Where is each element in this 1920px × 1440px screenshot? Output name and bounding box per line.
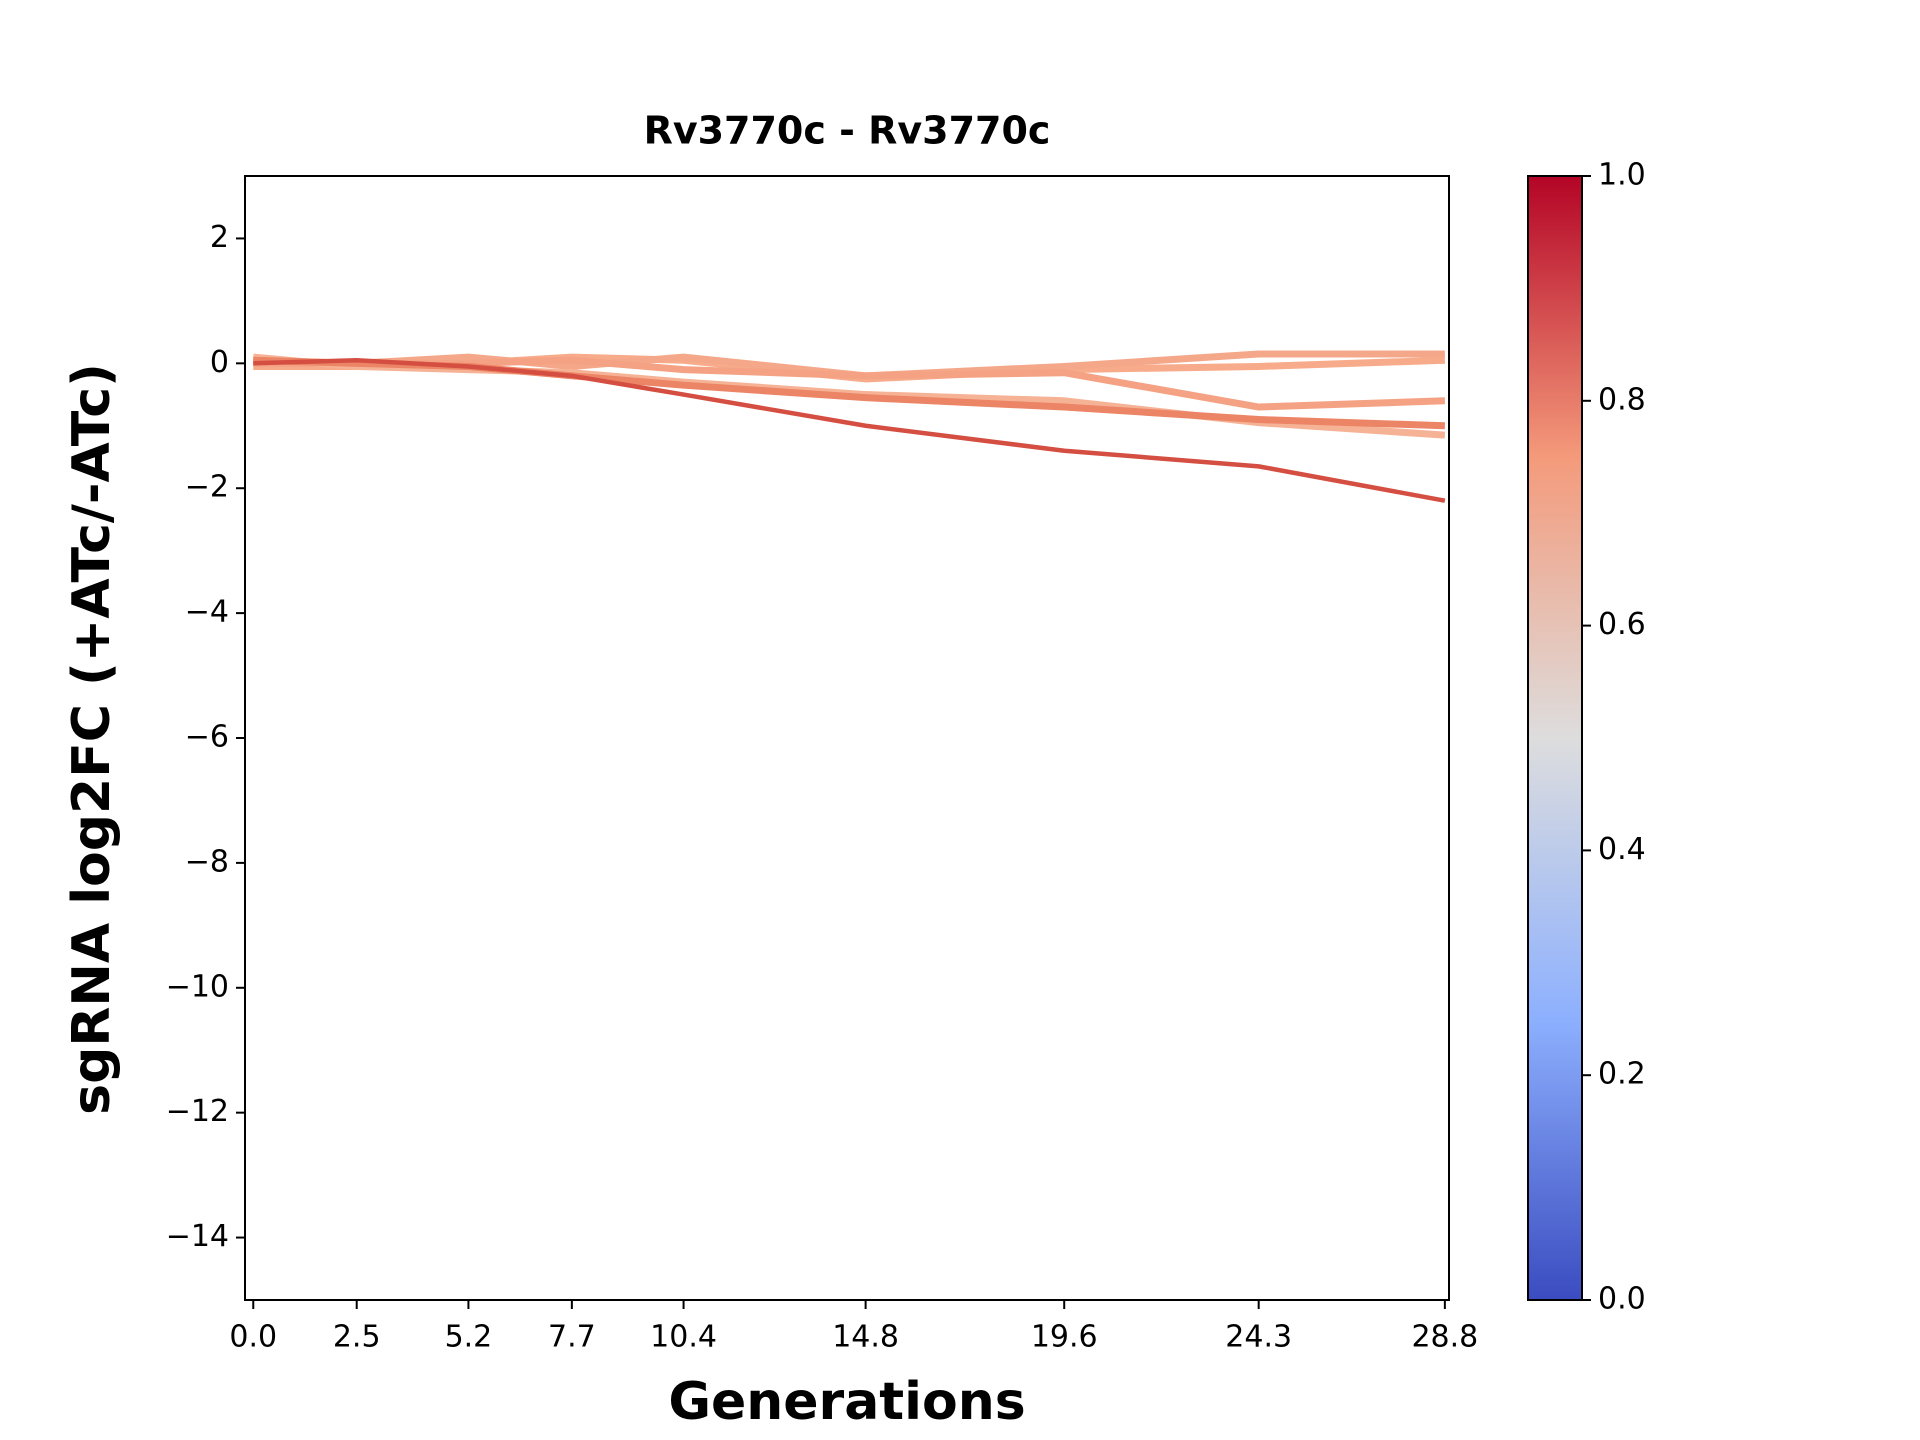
colorbar-tick-label: 1.0 xyxy=(1598,158,1646,193)
y-tick-label: 2 xyxy=(210,220,229,255)
colorbar-tick-label: 0.8 xyxy=(1598,382,1646,417)
x-tick-label: 2.5 xyxy=(333,1320,381,1355)
x-tick-label: 14.8 xyxy=(832,1320,899,1355)
y-tick-label: −4 xyxy=(185,595,229,630)
colorbar-tick-label: 0.6 xyxy=(1598,607,1646,642)
x-tick-label: 5.2 xyxy=(445,1320,493,1355)
x-tick-label: 0.0 xyxy=(229,1320,277,1355)
series-line xyxy=(253,357,1446,503)
x-tick-label: 7.7 xyxy=(548,1320,596,1355)
colorbar-tick-label: 0.2 xyxy=(1598,1057,1646,1092)
x-axis-label: Generations xyxy=(668,1372,1025,1432)
x-tick-label: 28.8 xyxy=(1411,1320,1478,1355)
y-tick-label: −2 xyxy=(185,470,229,505)
y-axis-label: sgRNA log2FC (+ATc/-ATc) xyxy=(62,363,122,1115)
y-tick-label: −12 xyxy=(166,1094,229,1129)
y-tick-label: −14 xyxy=(166,1219,229,1254)
colorbar-tick-label: 0.4 xyxy=(1598,832,1646,867)
colorbar xyxy=(1527,175,1583,1301)
y-tick-label: −6 xyxy=(185,720,229,755)
y-tick-label: −10 xyxy=(166,969,229,1004)
x-tick-label: 19.6 xyxy=(1031,1320,1098,1355)
x-tick-label: 10.4 xyxy=(650,1320,717,1355)
chart-title: Rv3770c - Rv3770c xyxy=(644,109,1051,153)
y-tick-label: 0 xyxy=(210,345,229,380)
y-tick-label: −8 xyxy=(185,844,229,879)
plot-frame xyxy=(244,175,1450,1301)
colorbar-tick-label: 0.0 xyxy=(1598,1282,1646,1317)
x-tick-label: 24.3 xyxy=(1225,1320,1292,1355)
